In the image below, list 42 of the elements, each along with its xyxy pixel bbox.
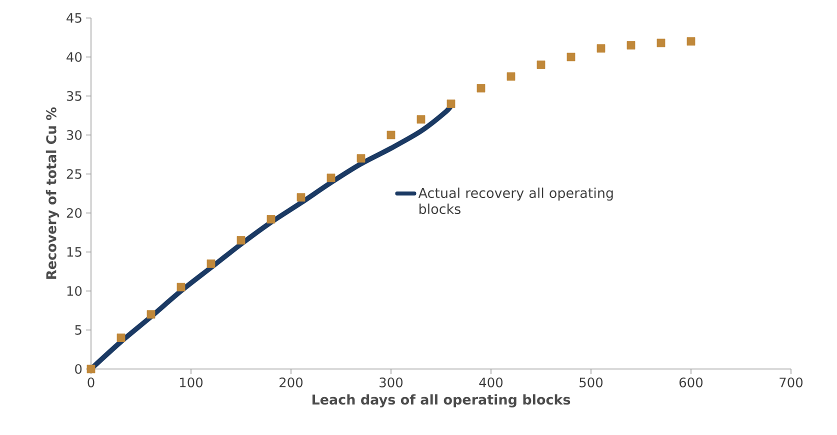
point	[566, 52, 576, 62]
point	[536, 60, 546, 69]
point	[626, 41, 636, 50]
y-tick-label: 15	[67, 247, 82, 257]
y-tick-label: 25	[66, 169, 82, 179]
point	[596, 44, 606, 53]
point	[356, 154, 366, 163]
point	[266, 215, 276, 224]
x-tick-label: 700	[780, 378, 803, 388]
point	[236, 236, 246, 244]
y-tick-label: 45	[66, 13, 82, 23]
y-tick-label: 5	[75, 325, 82, 335]
y-tick-label: 0	[75, 364, 82, 374]
legend-label: Actual recovery all operating blocks	[418, 188, 613, 214]
x-tick-label: 100	[180, 378, 203, 388]
y-tick-label: 35	[66, 91, 82, 101]
point	[326, 174, 336, 182]
y-tick-label: 10	[67, 286, 82, 296]
y-tick-label: 30	[66, 130, 82, 140]
point	[686, 37, 696, 46]
point	[176, 282, 186, 292]
point	[446, 100, 456, 108]
point	[86, 364, 96, 374]
point	[386, 130, 396, 140]
point	[476, 84, 486, 92]
point	[296, 193, 306, 202]
x-tick-label: 300	[380, 378, 403, 388]
x-tick-label: 200	[280, 378, 303, 388]
x-tick-label: 400	[479, 378, 503, 388]
y-tick-label: 40	[66, 52, 82, 62]
x-tick-label: 600	[680, 378, 703, 388]
x-tick-label: 500	[580, 378, 603, 388]
y-tick-label: 20	[66, 208, 82, 218]
point	[116, 334, 126, 342]
point	[146, 310, 156, 319]
x-axis-title: Leach days of all operating blocks	[312, 394, 570, 408]
x-tick-label: 0	[88, 378, 94, 388]
point	[656, 38, 666, 48]
y-axis-title: Recovery of total Cu %	[46, 107, 60, 279]
point	[416, 115, 426, 124]
point	[206, 259, 216, 268]
point	[506, 72, 516, 81]
